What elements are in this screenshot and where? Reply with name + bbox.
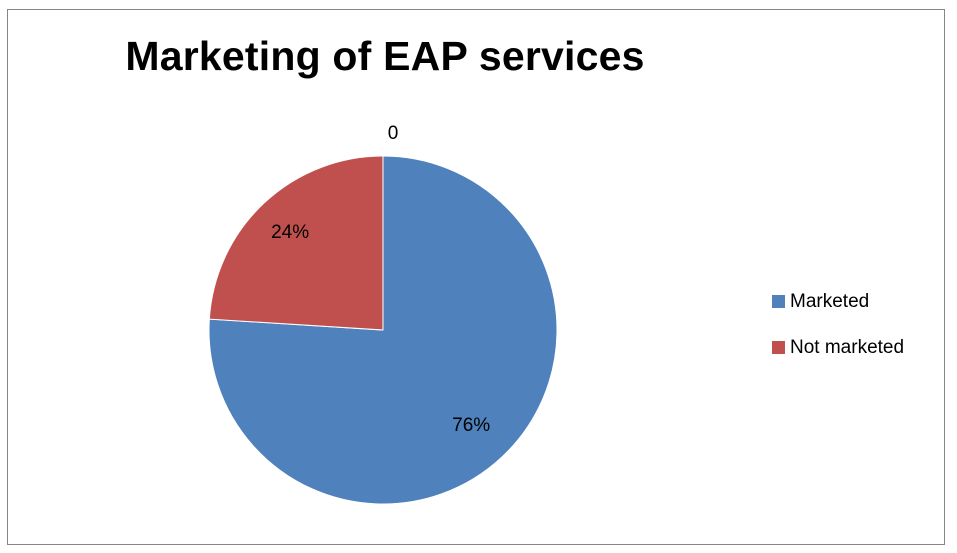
legend-label: Not marketed (790, 336, 905, 358)
pie-slice-not-marketed (208, 155, 384, 331)
data-label-marketed: 76% (452, 415, 490, 436)
legend: Marketed Not marketed (772, 289, 904, 381)
legend-label: Marketed (790, 290, 870, 312)
chart-title: Marketing of EAP services (125, 33, 645, 79)
data-label-not-marketed: 24% (271, 222, 309, 243)
data-label-zero: 0 (388, 123, 399, 144)
legend-item-marketed: Marketed (772, 289, 904, 314)
legend-swatch (772, 295, 785, 308)
legend-item-not-marketed: Not marketed (772, 335, 904, 360)
legend-swatch (772, 341, 785, 354)
